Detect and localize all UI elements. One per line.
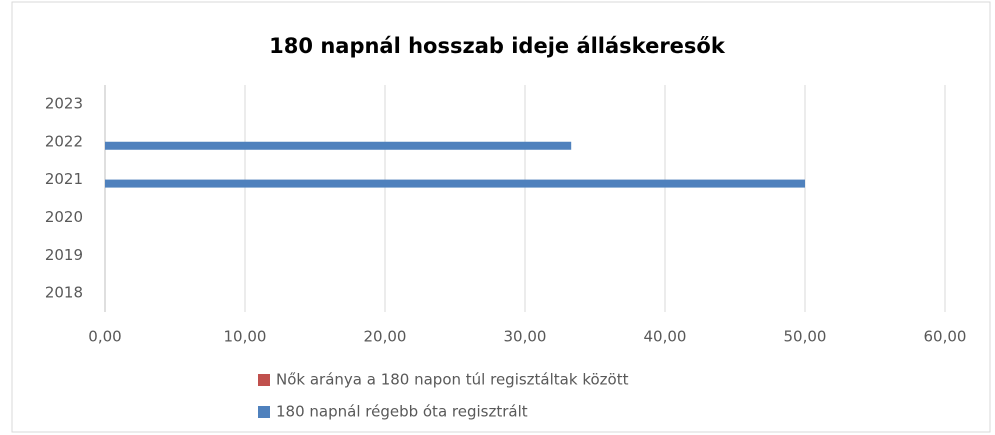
y-tick-label: 2023 (45, 94, 83, 112)
y-tick-label: 2020 (45, 208, 83, 226)
bar (105, 179, 805, 188)
x-tick-label: 30,00 (504, 328, 547, 346)
x-tick-label: 40,00 (644, 328, 687, 346)
bar (105, 141, 572, 150)
y-tick-label: 2019 (45, 246, 83, 264)
chart-title: 180 napnál hosszab ideje álláskeresők (269, 34, 726, 58)
y-tick-label: 2022 (45, 132, 83, 150)
legend-swatch (258, 406, 270, 418)
x-tick-label: 50,00 (784, 328, 827, 346)
x-tick-label: 60,00 (924, 328, 967, 346)
chart-frame (11, 1, 991, 433)
x-tick-label: 10,00 (224, 328, 267, 346)
legend-swatch (258, 374, 270, 386)
legend-label: 180 napnál régebb óta regisztrált (276, 403, 528, 421)
legend-label: Nők aránya a 180 napon túl regisztáltak … (276, 371, 629, 389)
x-tick-label: 0,00 (88, 328, 121, 346)
y-tick-label: 2021 (45, 170, 83, 188)
x-tick-label: 20,00 (364, 328, 407, 346)
y-tick-label: 2018 (45, 284, 83, 302)
